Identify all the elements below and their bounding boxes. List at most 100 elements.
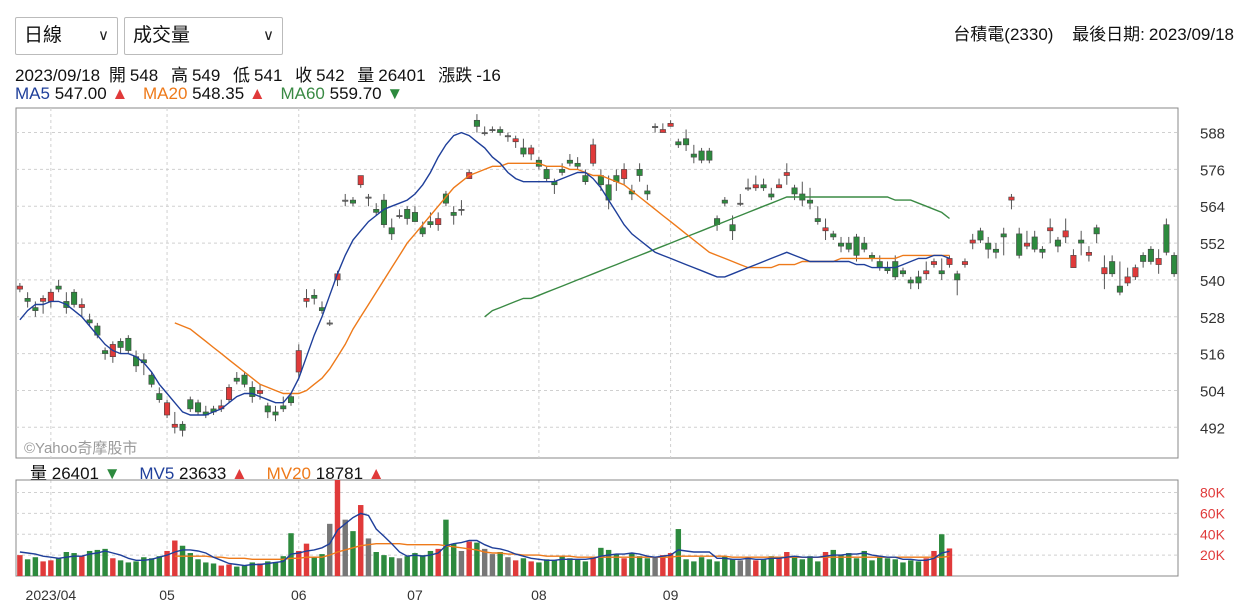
candle-body <box>574 162 581 167</box>
candle-body <box>1085 251 1092 256</box>
candle-body <box>745 187 752 190</box>
candle-body <box>47 291 54 302</box>
candle-body <box>117 341 124 348</box>
mv5-value: 23633 <box>179 464 227 483</box>
volume-plot-frame <box>15 479 1179 577</box>
volume-bar <box>838 555 844 576</box>
volume-bar <box>846 553 852 576</box>
candle-body <box>776 184 783 189</box>
volume-bar <box>195 559 201 576</box>
candle-body <box>822 227 829 232</box>
price-tick-label: 528 <box>1200 310 1225 327</box>
volume-bar <box>520 558 527 576</box>
candle-body <box>690 153 697 158</box>
candle-body <box>497 129 504 133</box>
candle-body <box>1093 227 1100 235</box>
candle-body <box>830 233 837 238</box>
volume-bar <box>249 562 255 576</box>
ma5-label: MA5 <box>15 84 50 103</box>
candle-body <box>520 147 527 155</box>
indicator-select[interactable]: 成交量 ∨ <box>124 17 283 55</box>
candle-body <box>683 138 690 146</box>
mv5-up-arrow-icon: ▲ <box>231 464 248 483</box>
candle-body <box>930 261 937 265</box>
candle-body <box>698 150 705 161</box>
volume-bar <box>512 560 519 576</box>
volume-bar <box>466 541 472 576</box>
candle-body <box>853 236 860 256</box>
candle-body <box>1109 261 1116 275</box>
candle-body <box>938 270 945 275</box>
volume-bar <box>551 560 558 576</box>
volume-bar <box>505 557 511 576</box>
candle-body <box>125 337 132 351</box>
candle-body <box>404 209 411 219</box>
volume-bar <box>458 550 465 576</box>
candle-body <box>40 298 47 302</box>
ma60-line <box>484 196 950 318</box>
volume-bar <box>210 563 217 576</box>
candle-body <box>287 396 295 404</box>
volume-bar <box>784 552 790 576</box>
volume-bar <box>877 556 883 576</box>
close-value: 542 <box>316 66 345 85</box>
change-value: -16 <box>476 66 501 85</box>
candle-body <box>1171 255 1178 275</box>
candle-body <box>373 209 380 213</box>
x-tick-label: 07 <box>407 587 423 603</box>
stock-name: 台積電(2330) <box>953 25 1054 44</box>
x-tick-label: 08 <box>531 587 547 603</box>
candle-body <box>985 242 992 250</box>
volume-bar <box>265 561 271 576</box>
mv5-line <box>19 512 950 567</box>
candle-body <box>396 215 403 217</box>
volume-bar <box>110 558 116 576</box>
candle-body <box>1008 196 1015 201</box>
indicator-select-value: 成交量 <box>133 25 191 46</box>
close-label: 收 <box>295 66 313 85</box>
volume-bar <box>396 558 403 576</box>
candle-body <box>102 350 109 354</box>
volume-bar <box>94 549 101 576</box>
volume-bar <box>644 558 651 576</box>
candle-body <box>861 242 868 250</box>
volume-bar <box>869 560 875 576</box>
period-select[interactable]: 日線 ∨ <box>15 17 118 55</box>
candle-body <box>1023 242 1030 247</box>
candle-body <box>582 175 589 182</box>
volume-bar <box>148 558 155 576</box>
candle-body <box>458 209 465 211</box>
volume-bar <box>861 550 867 576</box>
volume-bar <box>241 565 248 576</box>
candle-body <box>504 135 511 138</box>
price-tick-label: 588 <box>1200 126 1225 143</box>
candle-body <box>659 129 666 133</box>
candle-body <box>156 393 163 400</box>
volume-bar <box>40 561 46 576</box>
x-tick-label: 2023/04 <box>26 587 77 603</box>
volume-bar <box>543 559 550 576</box>
candle-body <box>559 169 566 173</box>
candle-body <box>946 258 953 265</box>
candle-body <box>481 132 488 135</box>
volume-bar <box>915 561 922 576</box>
volume-bar <box>807 556 813 576</box>
volume-bar <box>590 557 596 576</box>
period-select-value: 日線 <box>24 25 63 46</box>
candle-body <box>342 199 349 202</box>
candle-body <box>1116 285 1123 293</box>
volume-bar <box>381 555 387 576</box>
volume-label: 量 <box>357 66 375 85</box>
candle-body <box>876 261 883 268</box>
volume-tick-label: 40K <box>1200 526 1226 542</box>
candle-body <box>1078 239 1085 244</box>
candle-body <box>961 261 968 265</box>
volume-bar <box>923 558 929 576</box>
ma-legend: MA5 547.00 ▲ MA20 548.35 ▲ MA60 559.70 ▼ <box>15 84 413 104</box>
candle-body <box>667 123 674 127</box>
volume-bar <box>179 545 186 576</box>
volume-bar <box>450 543 457 576</box>
volume-bar <box>373 552 379 576</box>
volume-legend: 量 26401 ▼ MV5 23633 ▲ MV20 18781 ▲ <box>30 459 399 484</box>
